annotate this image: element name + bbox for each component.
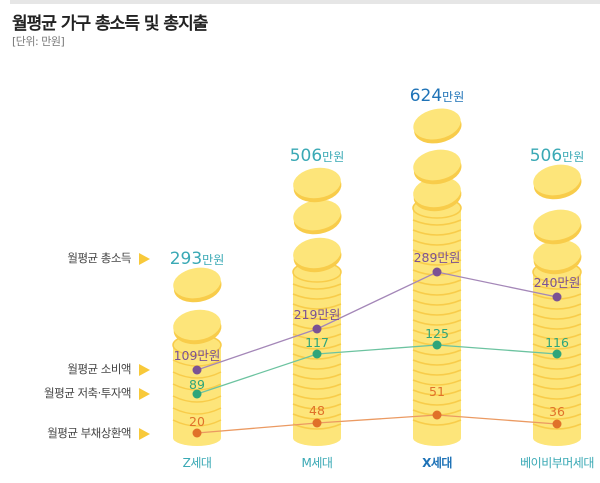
savings-value-boomer: 116 bbox=[545, 335, 569, 350]
debt-value-m: 48 bbox=[309, 403, 325, 418]
total-m: 506만원 bbox=[290, 146, 345, 166]
consumption-value-boomer: 240만원 bbox=[534, 275, 581, 290]
consumption-value-x: 289만원 bbox=[414, 250, 461, 265]
consumption-value-z: 109만원 bbox=[174, 348, 221, 363]
savings-value-x: 125 bbox=[425, 326, 449, 341]
debt-line bbox=[196, 414, 558, 434]
arrow-icon bbox=[139, 428, 150, 440]
category-z: Z세대 bbox=[183, 456, 212, 470]
top-divider bbox=[10, 0, 600, 4]
arrow-icon bbox=[139, 364, 150, 376]
consumption-line bbox=[196, 271, 558, 371]
arrow-icon bbox=[139, 253, 150, 265]
legend-consumption: 월평균 소비액 bbox=[67, 362, 131, 376]
debt-value-x: 51 bbox=[429, 384, 445, 399]
legend-debt: 월평균 부채상환액 bbox=[47, 426, 131, 440]
legend-savings: 월평균 저축·투자액 bbox=[44, 386, 131, 400]
debt-value-z: 20 bbox=[189, 414, 205, 429]
total-boomer: 506만원 bbox=[530, 146, 585, 166]
chart-unit: [단위: 만원] bbox=[12, 35, 65, 48]
total-x: 624만원 bbox=[410, 86, 465, 106]
savings-value-z: 89 bbox=[189, 377, 205, 392]
chart-title: 월평균 가구 총소득 및 총지출 bbox=[12, 14, 208, 34]
debt-value-boomer: 36 bbox=[549, 404, 565, 419]
savings-value-m: 117 bbox=[305, 335, 329, 350]
consumption-points bbox=[192, 267, 562, 375]
arrow-icon bbox=[139, 388, 150, 400]
total-z: 293만원 bbox=[170, 249, 225, 269]
category-boomer: 베이비부머세대 bbox=[520, 456, 594, 470]
legend-total-income: 월평균 총소득 bbox=[67, 251, 131, 265]
consumption-value-m: 219만원 bbox=[294, 307, 341, 322]
category-m: M세대 bbox=[302, 456, 333, 470]
debt-points bbox=[192, 410, 562, 438]
savings-line bbox=[196, 344, 558, 395]
category-x: X세대 bbox=[422, 455, 452, 470]
savings-points bbox=[192, 340, 562, 399]
coin-stack-x bbox=[410, 104, 465, 446]
